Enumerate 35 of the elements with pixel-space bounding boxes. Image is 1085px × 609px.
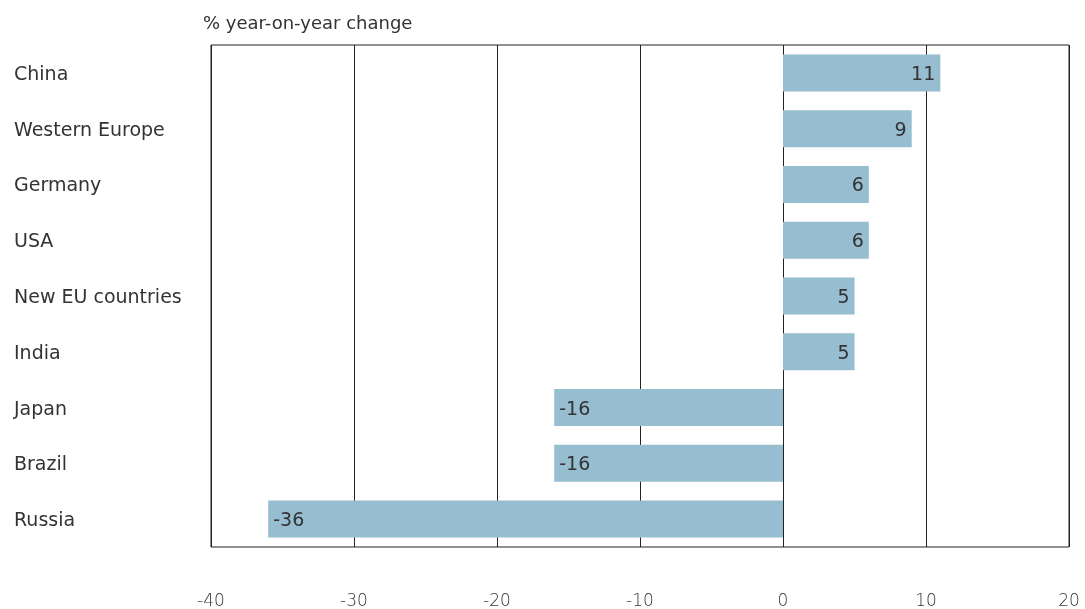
y-tick-label: China [14,61,69,84]
bar [783,333,855,371]
y-tick-label: USA [14,229,54,252]
y-tick-label: Germany [14,173,102,196]
bar [783,165,869,203]
data-label: 9 [894,117,907,140]
bar [554,389,783,427]
x-tick-label: -10 [626,589,654,609]
y-tick-label: Japan [13,396,67,419]
bar [554,444,783,482]
y-tick-label: New EU countries [14,285,182,307]
y-tick-label: Brazil [14,452,68,475]
data-label: 6 [851,173,864,196]
bar [268,500,783,538]
data-label: -16 [559,396,591,419]
x-tick-label: -20 [483,589,511,609]
data-label: 5 [837,340,850,363]
x-tick-label: -30 [340,589,368,609]
bar [783,277,855,315]
bar [783,54,941,92]
data-label: 6 [851,229,864,252]
x-tick-label: 0 [777,589,789,609]
data-label: -16 [559,452,591,475]
data-label: 5 [837,285,850,307]
x-tick-label: 10 [915,589,937,609]
x-axis-title: % year-on-year change [203,11,413,33]
x-tick-label: 20 [1058,589,1080,609]
y-tick-label: India [14,340,61,363]
y-tick-label: Russia [14,508,76,531]
bar [783,110,912,148]
bar [783,221,869,259]
y-tick-label: Western Europe [14,117,165,140]
data-label: 11 [911,61,936,84]
x-tick-label: -40 [197,589,225,609]
data-label: -36 [273,508,305,531]
